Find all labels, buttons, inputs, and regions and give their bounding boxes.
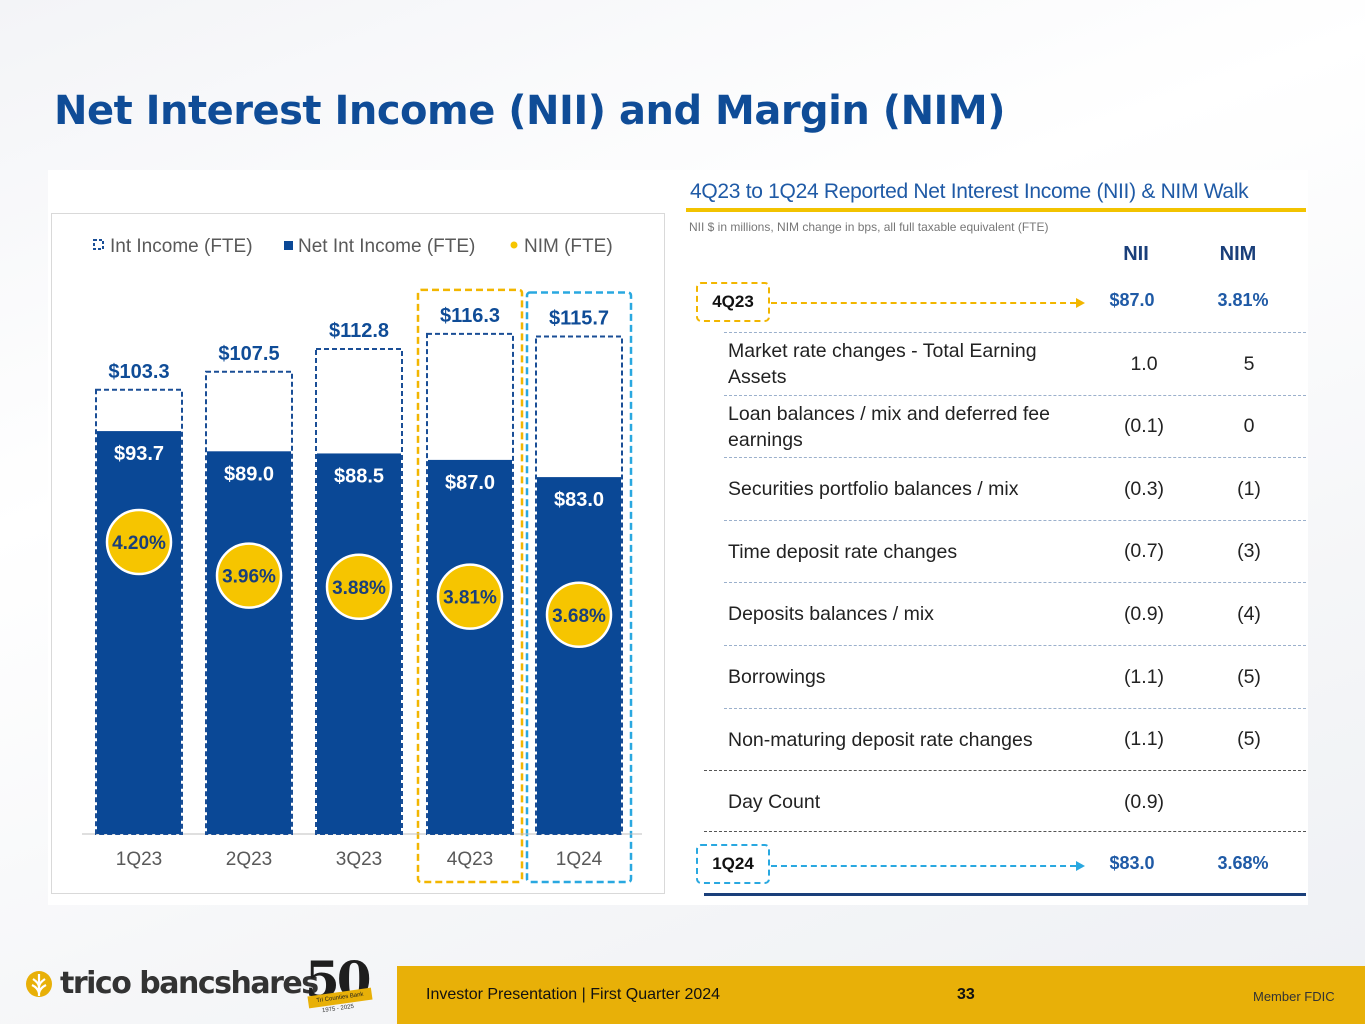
- walk-row: Market rate changes - Total Earning Asse…: [724, 332, 1306, 394]
- walk-title: 4Q23 to 1Q24 Reported Net Interest Incom…: [690, 180, 1249, 203]
- walk-row-nii: (0.3): [1123, 477, 1165, 500]
- walk-row-nii: (0.9): [1123, 602, 1165, 625]
- page-number: 33: [957, 986, 975, 1003]
- x-tick-label: 1Q24: [556, 849, 603, 870]
- end-nim: 3.68%: [1217, 853, 1269, 873]
- start-arrow-head: [1076, 298, 1085, 308]
- walk-row-nim: (3): [1237, 540, 1261, 563]
- nim-marker: [215, 542, 283, 609]
- net-int-income-bar: [207, 451, 291, 834]
- end-arrow-line: [771, 865, 1076, 867]
- legend-label-net-int-income: Net Int Income (FTE): [298, 236, 475, 257]
- walk-row-nii: (1.1): [1123, 665, 1165, 688]
- page-title: Net Interest Income (NII) and Margin (NI…: [54, 88, 1006, 134]
- int-income-label: $115.7: [549, 307, 609, 329]
- walk-row: Time deposit rate changes (0.7) (3): [724, 519, 1306, 582]
- net-int-income-bar: [537, 477, 621, 834]
- net-int-income-label: $87.0: [445, 472, 495, 494]
- walk-row-nim: (4): [1237, 602, 1261, 625]
- nim-label: 3.88%: [332, 578, 386, 599]
- int-income-label: $112.8: [329, 320, 389, 342]
- walk-row-label: Loan balances / mix and deferred fee ear…: [728, 402, 1050, 451]
- anniversary-badge: 50 Tri Counties Bank 1975 - 2025: [300, 950, 380, 1022]
- x-tick-label: 3Q23: [336, 849, 382, 870]
- walk-row-nii: (0.7): [1123, 540, 1165, 563]
- start-nii: $87.0: [1109, 290, 1155, 310]
- walk-row-nii: (0.1): [1123, 415, 1165, 438]
- day-count-nii: (0.9): [1123, 790, 1165, 813]
- x-tick-label: 2Q23: [226, 849, 272, 870]
- legend-label-int-income: Int Income (FTE): [110, 236, 253, 257]
- walk-row-label: Market rate changes - Total Earning Asse…: [728, 340, 1037, 388]
- end-arrow-head: [1076, 861, 1085, 871]
- nim-marker: [325, 553, 393, 621]
- day-count-nim: [1209, 771, 1289, 833]
- day-count-label: Day Count: [728, 791, 821, 813]
- logo-text: trico bancshares: [60, 966, 319, 1001]
- nim-label: 3.81%: [443, 588, 497, 609]
- net-int-income-label: $93.7: [114, 443, 164, 465]
- int-income-label: $107.5: [218, 343, 279, 365]
- column-header-nim: NIM: [1219, 243, 1257, 265]
- end-period-box: 1Q24: [696, 844, 770, 884]
- walk-subtitle: NII $ in millions, NIM change in bps, al…: [689, 220, 1049, 234]
- footer-text: Investor Presentation | First Quarter 20…: [426, 986, 721, 1003]
- int-income-label: $116.3: [440, 305, 500, 327]
- walk-row-nim: (5): [1237, 665, 1261, 688]
- net-int-income-bar: [317, 453, 401, 834]
- net-int-income-label: $88.5: [334, 465, 384, 487]
- nim-marker: [105, 508, 173, 576]
- nim-marker: [436, 563, 504, 630]
- legend-marker-int-income: [93, 239, 104, 250]
- walk-title-underline: [686, 208, 1306, 212]
- net-int-income-label: $89.0: [224, 463, 274, 485]
- walk-row-nim: 5: [1243, 352, 1255, 375]
- highlight-box-1q24: [525, 291, 633, 884]
- highlight-box-4q23: [416, 288, 524, 884]
- walk-row: Deposits balances / mix (0.9) (4): [724, 582, 1306, 644]
- column-header-nii: NII: [1123, 243, 1149, 265]
- footer-bar: [397, 966, 1365, 1024]
- nim-label: 4.20%: [112, 533, 166, 554]
- chart-svg: Int Income (FTE) Net Int Income (FTE) NIM …: [82, 236, 642, 884]
- start-arrow-line: [771, 302, 1076, 304]
- walk-row: Loan balances / mix and deferred fee ear…: [724, 394, 1306, 457]
- walk-row-label: Securities portfolio balances / mix: [728, 478, 1019, 501]
- nii-nim-chart: Int Income (FTE) Net Int Income (FTE) NIM …: [51, 213, 665, 894]
- legend-marker-nim: [510, 241, 518, 249]
- nim-marker: [545, 581, 613, 649]
- walk-row-nim: (5): [1237, 728, 1261, 751]
- start-nim: 3.81%: [1217, 290, 1269, 310]
- x-tick-label: 4Q23: [447, 849, 493, 870]
- net-int-income-label: $83.0: [554, 489, 604, 511]
- member-fdic: Member FDIC: [1253, 989, 1335, 1004]
- nim-label: 3.96%: [222, 567, 276, 588]
- walk-row-nim: (1): [1237, 477, 1261, 500]
- end-nii: $83.0: [1109, 853, 1155, 873]
- walk-row-nii: (1.1): [1123, 728, 1165, 751]
- legend-marker-net-int-income: [284, 241, 293, 250]
- legend-label-nim: NIM (FTE): [524, 236, 613, 257]
- walk-row-nii: 1.0: [1130, 352, 1158, 375]
- int-income-label: $103.3: [108, 361, 169, 383]
- walk-row-label: Deposits balances / mix: [728, 603, 934, 626]
- end-divider: [704, 831, 1306, 833]
- walk-row-nim: 0: [1243, 415, 1255, 438]
- company-logo: trico bancshares: [24, 966, 319, 1001]
- walk-row-label: Non-maturing deposit rate changes: [728, 728, 1033, 751]
- x-tick-label: 1Q23: [116, 849, 162, 870]
- nim-label: 3.68%: [552, 606, 606, 627]
- day-count-row: Day Count (0.9): [704, 770, 1306, 832]
- walk-row: Borrowings (1.1) (5): [724, 645, 1306, 707]
- walk-row: Securities portfolio balances / mix (0.3)…: [724, 457, 1306, 519]
- walk-row: Non-maturing deposit rate changes (1.1) (5…: [724, 707, 1306, 770]
- net-int-income-bar: [428, 459, 512, 834]
- start-period-box: 4Q23: [696, 282, 770, 322]
- walk-bottom-rule: [704, 893, 1306, 896]
- wheat-icon: [26, 970, 52, 997]
- walk-row-label: Borrowings: [728, 666, 826, 688]
- net-int-income-bar: [97, 431, 181, 834]
- walk-row-label: Time deposit rate changes: [728, 540, 958, 563]
